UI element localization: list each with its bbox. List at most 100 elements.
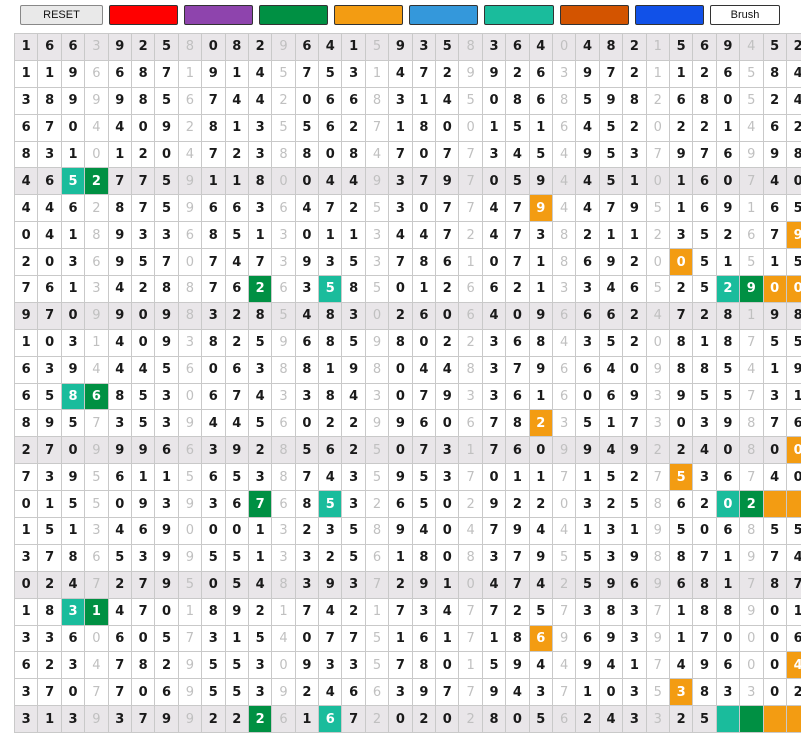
grid-cell[interactable]: 6 (342, 679, 365, 706)
grid-cell[interactable]: 0 (131, 302, 155, 329)
grid-cell[interactable]: 1 (459, 652, 482, 679)
grid-cell[interactable]: 9 (178, 679, 202, 706)
grid-cell[interactable]: 5 (131, 410, 155, 437)
grid-cell[interactable]: 0 (482, 464, 506, 491)
grid-cell[interactable]: 7 (506, 249, 529, 276)
grid-cell[interactable]: 9 (272, 679, 295, 706)
grid-cell[interactable]: 8 (202, 114, 225, 141)
grid-cell[interactable]: 2 (623, 34, 646, 60)
grid-cell[interactable]: 5 (365, 625, 389, 652)
grid-cell[interactable]: 3 (342, 302, 365, 329)
grid-cell[interactable]: 2 (248, 437, 272, 464)
grid-cell[interactable]: 5 (272, 60, 295, 87)
grid-cell[interactable]: 3 (342, 60, 365, 87)
grid-cell[interactable]: 7 (15, 464, 38, 491)
grid-cell[interactable]: 4 (365, 141, 389, 168)
grid-cell[interactable]: 0 (15, 222, 38, 249)
grid-cell[interactable]: 5 (155, 34, 178, 60)
grid-cell[interactable]: 5 (202, 544, 225, 571)
grid-cell[interactable]: 0 (786, 437, 801, 464)
grid-cell[interactable]: 9 (178, 491, 202, 518)
grid-cell[interactable]: 8 (295, 141, 319, 168)
grid-cell[interactable]: 2 (436, 276, 459, 302)
grid-cell[interactable]: 4 (482, 302, 506, 329)
grid-cell[interactable]: 1 (61, 141, 85, 168)
grid-cell[interactable]: 4 (763, 168, 786, 195)
grid-cell[interactable]: 5 (131, 249, 155, 276)
grid-cell[interactable]: 7 (319, 625, 342, 652)
grid-cell[interactable]: 5 (155, 356, 178, 383)
grid-cell[interactable]: 6 (178, 356, 202, 383)
grid-cell[interactable]: 7 (389, 141, 412, 168)
grid-cell[interactable]: 1 (576, 518, 599, 544)
grid-cell[interactable]: 8 (155, 276, 178, 302)
grid-cell[interactable]: 5 (365, 34, 389, 60)
grid-cell[interactable]: 3 (342, 491, 365, 518)
grid-cell[interactable]: 7 (412, 437, 436, 464)
grid-cell[interactable]: 1 (599, 410, 623, 437)
grid-cell[interactable]: 0 (131, 114, 155, 141)
grid-cell[interactable]: 3 (693, 410, 716, 437)
grid-cell[interactable]: 5 (295, 114, 319, 141)
grid-cell[interactable]: 7 (248, 491, 272, 518)
grid-cell[interactable]: 4 (552, 195, 576, 222)
grid-cell[interactable]: 1 (225, 168, 248, 195)
grid-cell[interactable]: 5 (225, 652, 248, 679)
grid-cell[interactable]: 7 (506, 222, 529, 249)
grid-cell[interactable]: 8 (131, 652, 155, 679)
grid-cell[interactable]: 5 (38, 383, 61, 410)
grid-cell[interactable]: 8 (412, 544, 436, 571)
grid-cell[interactable]: 5 (108, 544, 131, 571)
grid-cell[interactable]: 1 (529, 383, 552, 410)
grid-cell[interactable]: 3 (623, 141, 646, 168)
grid-cell[interactable]: 0 (763, 652, 786, 679)
grid-cell[interactable]: 4 (295, 302, 319, 329)
grid-cell[interactable]: 5 (786, 249, 801, 276)
grid-cell[interactable]: 6 (389, 491, 412, 518)
grid-cell[interactable]: 0 (482, 87, 506, 114)
grid-cell[interactable]: 1 (529, 276, 552, 302)
grid-cell[interactable]: 0 (295, 625, 319, 652)
grid-cell[interactable]: 6 (763, 114, 786, 141)
grid-cell[interactable]: 2 (529, 491, 552, 518)
grid-cell[interactable]: 4 (482, 571, 506, 598)
grid-cell[interactable]: 0 (740, 652, 763, 679)
grid-cell[interactable]: 4 (319, 598, 342, 625)
grid-cell[interactable]: 0 (482, 168, 506, 195)
grid-cell[interactable]: 5 (646, 195, 669, 222)
grid-cell[interactable]: 0 (763, 437, 786, 464)
grid-cell[interactable]: 9 (763, 141, 786, 168)
grid-cell[interactable]: 6 (412, 410, 436, 437)
grid-cell[interactable] (763, 491, 786, 518)
grid-cell[interactable]: 1 (646, 60, 669, 87)
grid-cell[interactable]: 8 (693, 679, 716, 706)
grid-cell[interactable]: 1 (669, 195, 693, 222)
grid-cell[interactable]: 5 (693, 222, 716, 249)
grid-cell[interactable]: 4 (786, 87, 801, 114)
grid-cell[interactable]: 0 (786, 276, 801, 302)
grid-cell[interactable]: 9 (131, 437, 155, 464)
grid-cell[interactable]: 4 (248, 571, 272, 598)
grid-cell[interactable]: 1 (295, 706, 319, 733)
grid-cell[interactable]: 4 (529, 34, 552, 60)
grid-cell[interactable]: 9 (108, 34, 131, 60)
grid-cell[interactable]: 3 (295, 276, 319, 302)
grid-cell[interactable]: 4 (342, 383, 365, 410)
grid-cell[interactable]: 0 (763, 598, 786, 625)
grid-cell[interactable]: 4 (248, 383, 272, 410)
grid-cell[interactable]: 4 (319, 168, 342, 195)
grid-cell[interactable]: 3 (202, 302, 225, 329)
grid-cell[interactable]: 7 (459, 195, 482, 222)
grid-cell[interactable]: 1 (178, 60, 202, 87)
grid-cell[interactable]: 3 (15, 87, 38, 114)
grid-cell[interactable]: 5 (669, 518, 693, 544)
grid-cell[interactable]: 0 (15, 571, 38, 598)
grid-cell[interactable]: 9 (740, 276, 763, 302)
grid-cell[interactable]: 3 (61, 706, 85, 733)
grid-cell[interactable]: 9 (272, 329, 295, 356)
grid-cell[interactable]: 5 (272, 302, 295, 329)
grid-cell[interactable]: 7 (740, 464, 763, 491)
grid-cell[interactable]: 5 (786, 329, 801, 356)
grid-cell[interactable]: 8 (178, 302, 202, 329)
grid-cell[interactable]: 4 (786, 60, 801, 87)
